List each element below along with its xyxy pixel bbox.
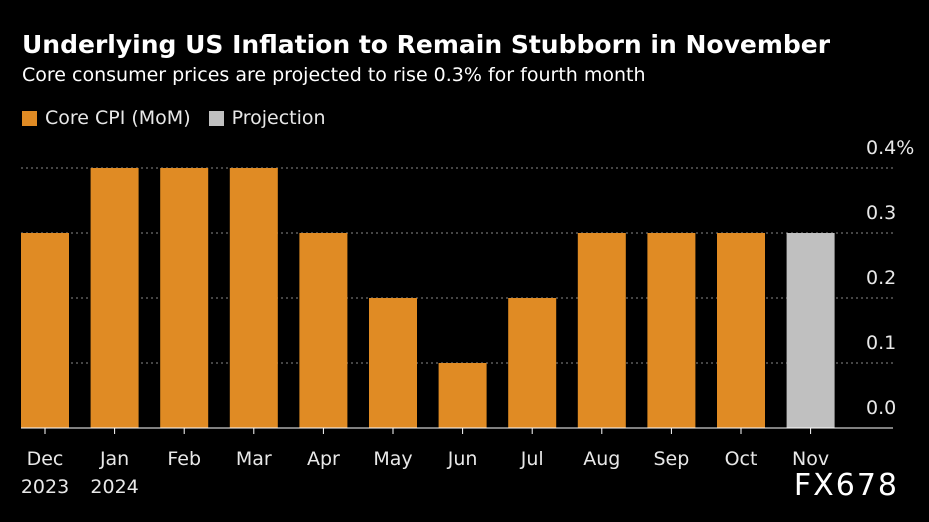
x-tick-label-dec: Dec (27, 448, 64, 470)
bar-mar (229, 168, 278, 428)
x-tick-label-apr: Apr (307, 448, 340, 470)
bar-jun (438, 363, 487, 428)
bar-nov (786, 233, 835, 428)
x-tick-label-sep: Sep (653, 448, 689, 470)
legend: Core CPI (MoM) Projection (22, 107, 344, 129)
legend-label-core-cpi: Core CPI (MoM) (45, 107, 191, 129)
bar-aug (577, 233, 626, 428)
x-tick-label-nov: Nov (792, 448, 829, 470)
bar-feb (160, 168, 209, 428)
bar-jan (90, 168, 139, 428)
x-tick-label-jan: Jan (99, 448, 129, 470)
x-tick-label-feb: Feb (167, 448, 201, 470)
x-tick-label-mar: Mar (236, 448, 272, 470)
x-tick-year-dec: 2023 (21, 476, 69, 498)
bar-may (369, 298, 417, 428)
x-tick-year-jan: 2024 (90, 476, 138, 498)
bar-dec (21, 233, 69, 428)
y-tick-label-0: 0.0 (866, 397, 896, 419)
watermark: FX678 (793, 468, 899, 503)
x-tick-label-jul: Jul (520, 448, 544, 470)
legend-swatch-projection (208, 110, 224, 126)
x-tick-label-jun: Jun (447, 448, 478, 470)
y-tick-label-2: 0.2 (866, 267, 896, 289)
legend-item-projection: Projection (208, 107, 326, 129)
bar-sep (647, 233, 696, 428)
legend-item-core-cpi: Core CPI (MoM) (22, 107, 191, 129)
chart-title: Underlying US Inflation to Remain Stubbo… (22, 30, 831, 59)
bar-apr (299, 233, 348, 428)
legend-label-projection: Projection (231, 107, 326, 129)
y-tick-label-1: 0.1 (866, 332, 896, 354)
bar-oct (717, 233, 765, 428)
y-tick-label-3: 0.3 (866, 202, 896, 224)
legend-swatch-core-cpi (22, 110, 37, 126)
x-tick-label-aug: Aug (583, 448, 620, 470)
x-tick-label-oct: Oct (725, 448, 758, 470)
chart-subtitle: Core consumer prices are projected to ri… (22, 64, 646, 86)
y-tick-label-4: 0.4% (866, 137, 914, 159)
x-tick-label-may: May (373, 448, 412, 470)
bar-jul (508, 298, 557, 428)
